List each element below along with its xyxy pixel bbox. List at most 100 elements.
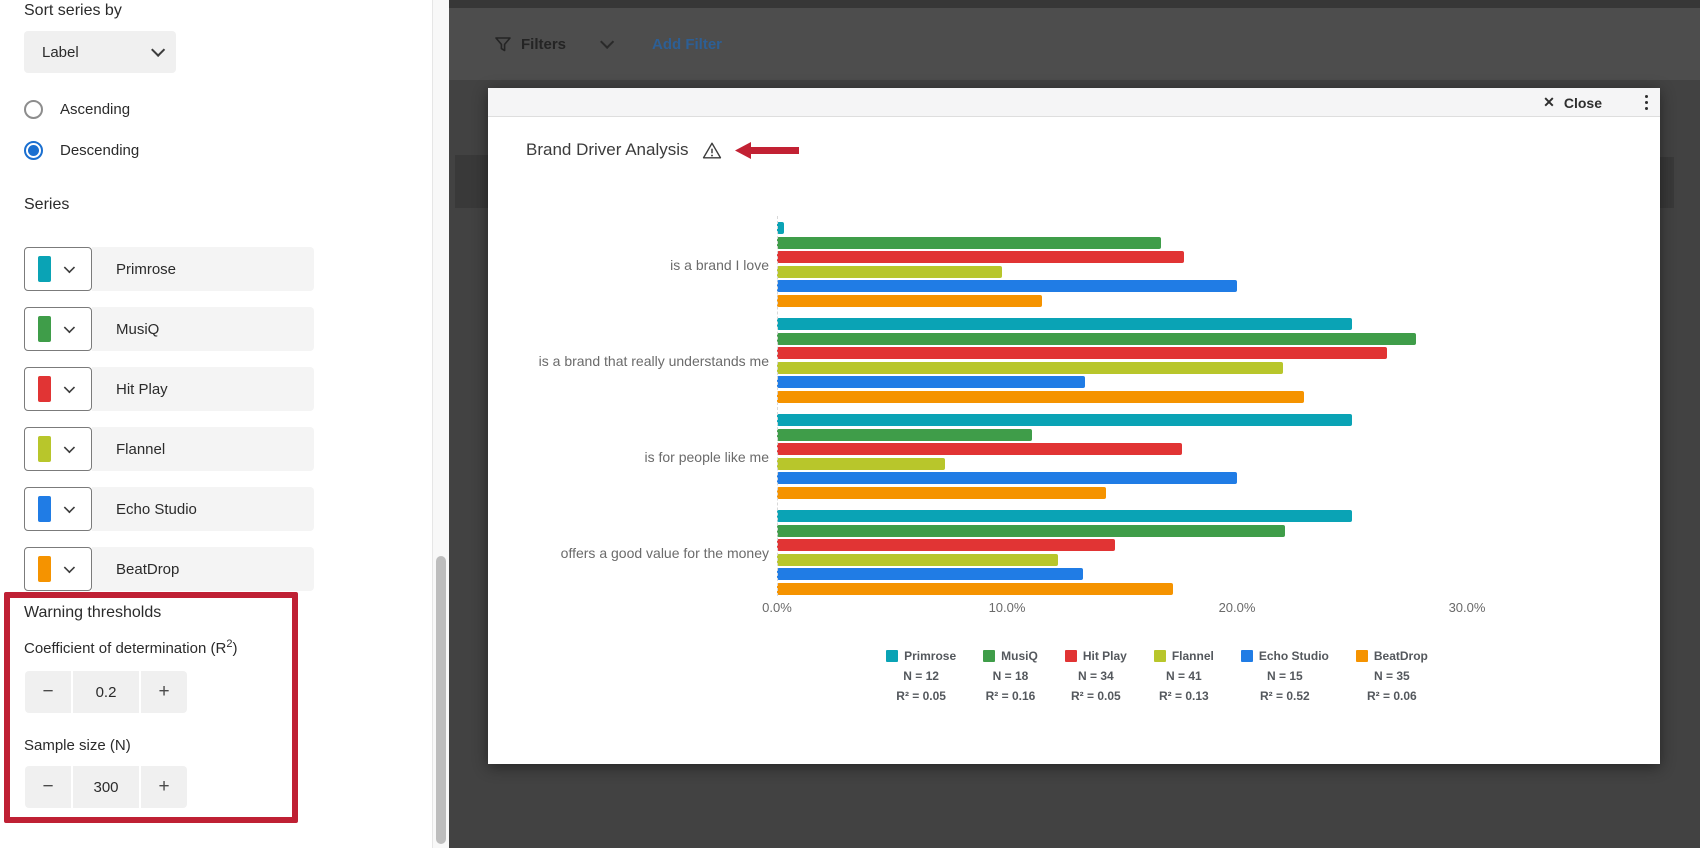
x-axis-tick-label: 10.0%: [988, 600, 1026, 615]
close-button-label: Close: [1563, 94, 1602, 111]
radio-ascending[interactable]: Ascending: [24, 100, 130, 119]
bar-musiq: [777, 428, 1033, 441]
bar-echo-studio: [777, 472, 1237, 485]
bar-flannel: [777, 553, 1058, 566]
color-swatch-icon: [38, 496, 51, 522]
sort-by-dropdown-value: Label: [42, 43, 79, 61]
color-swatch-icon: [38, 436, 51, 462]
bar-primrose: [777, 414, 1352, 426]
chart-legend: Primrose N = 12 R² = 0.05 MusiQ N = 18 R² = 0…: [777, 646, 1537, 706]
chart-axis-line: [777, 216, 778, 596]
legend-item: Flannel N = 41 R² = 0.13: [1153, 646, 1214, 706]
sidebar-scrollbar: [433, 0, 449, 848]
legend-swatch-icon: [886, 650, 899, 662]
dimmed-background-overlay: Filters Add Filter ✕ Close Brand Driver …: [449, 0, 1700, 848]
legend-sample-size: N = 35: [1374, 669, 1410, 683]
series-color-dropdown[interactable]: [24, 427, 92, 471]
bar-hit-play: [777, 347, 1387, 360]
radio-descending[interactable]: Descending: [24, 141, 139, 160]
legend-item: Primrose N = 12 R² = 0.05: [886, 646, 956, 706]
r2-threshold-value[interactable]: 0.2: [73, 671, 139, 713]
legend-sample-size: N = 18: [992, 669, 1029, 683]
series-row: MusiQ: [24, 307, 314, 351]
r2-decrement-button[interactable]: −: [25, 671, 71, 713]
n-increment-button[interactable]: +: [141, 766, 187, 808]
sample-size-label: Sample size (N): [24, 737, 131, 754]
legend-r-squared: R² = 0.05: [1070, 689, 1121, 703]
legend-item: Hit Play N = 34 R² = 0.05: [1064, 646, 1127, 706]
chart-category-group: is for people like me: [488, 414, 1660, 499]
legend-r-squared: R² = 0.52: [1260, 689, 1310, 703]
bar-beatdrop: [777, 582, 1173, 595]
widget-title: Brand Driver Analysis: [526, 140, 689, 159]
r2-increment-button[interactable]: +: [141, 671, 187, 713]
chevron-down-icon: [63, 381, 76, 394]
legend-swatch-icon: [1240, 650, 1253, 662]
legend-series-name: Primrose: [904, 649, 957, 663]
bar-echo-studio: [777, 280, 1237, 293]
legend-series-name: Echo Studio: [1258, 649, 1329, 663]
category-label: is for people like me: [644, 448, 769, 465]
scrollbar-thumb[interactable]: [436, 556, 446, 844]
legend-item: Echo Studio N = 15 R² = 0.52: [1240, 646, 1329, 706]
bar-echo-studio: [777, 376, 1086, 389]
warning-thresholds-heading: Warning thresholds: [24, 604, 162, 621]
legend-series-name: MusiQ: [1001, 649, 1038, 663]
close-button[interactable]: ✕ Close: [1543, 88, 1602, 117]
category-label: is a brand that really understands me: [538, 352, 769, 369]
kebab-menu-button[interactable]: [1645, 88, 1648, 117]
bar-primrose: [777, 318, 1352, 330]
r2-threshold-stepper: − 0.2 +: [25, 671, 187, 713]
legend-sample-size: N = 12: [903, 669, 939, 683]
dimmed-card-left: [455, 155, 490, 208]
series-heading: Series: [24, 196, 70, 213]
chart-category-group: is a brand I love: [488, 222, 1660, 307]
category-label: offers a good value for the money: [560, 544, 769, 561]
legend-sample-size: N = 34: [1077, 669, 1114, 683]
bar-echo-studio: [777, 568, 1083, 581]
legend-r-squared: R² = 0.16: [985, 689, 1036, 703]
radio-ascending-label: Ascending: [60, 101, 131, 118]
radio-selected-icon: [24, 141, 43, 160]
series-color-dropdown[interactable]: [24, 367, 92, 411]
legend-swatch-icon: [1064, 650, 1077, 662]
dimmed-top-strip: [449, 0, 1700, 8]
filters-button-label: Filters: [521, 35, 567, 53]
x-axis-ticks: 0.0% 10.0% 20.0% 30.0%: [762, 600, 1537, 618]
series-name-label: Primrose: [92, 247, 314, 291]
legend-series-name: Flannel: [1171, 649, 1214, 663]
series-name-label: BeatDrop: [92, 547, 314, 591]
bar-beatdrop: [777, 486, 1106, 499]
bar-primrose: [777, 222, 784, 234]
bar-musiq: [777, 524, 1286, 537]
sort-by-dropdown[interactable]: Label: [24, 31, 176, 73]
legend-r-squared: R² = 0.06: [1367, 689, 1417, 703]
add-filter-link[interactable]: Add Filter: [652, 35, 722, 53]
x-axis-tick-label: 0.0%: [762, 600, 792, 615]
chevron-down-icon: [600, 34, 615, 49]
bar-hit-play: [777, 251, 1185, 264]
radio-descending-label: Descending: [60, 142, 140, 159]
sample-size-stepper: − 300 +: [25, 766, 187, 808]
chevron-down-icon: [63, 441, 76, 454]
x-axis-tick-label: 20.0%: [1218, 600, 1256, 615]
series-color-dropdown[interactable]: [24, 247, 92, 291]
series-color-dropdown[interactable]: [24, 307, 92, 351]
kebab-icon: [1645, 95, 1648, 110]
dimmed-card-right: [1660, 157, 1674, 208]
radio-circle-icon: [24, 100, 43, 119]
bar-primrose: [777, 510, 1352, 522]
series-color-dropdown[interactable]: [24, 487, 92, 531]
sort-series-by-label: Sort series by: [24, 2, 122, 19]
filters-toolbar: Filters Add Filter: [449, 8, 1700, 80]
color-swatch-icon: [38, 316, 51, 342]
bar-beatdrop: [777, 294, 1042, 307]
series-row: Hit Play: [24, 367, 314, 411]
filters-button[interactable]: Filters: [495, 34, 615, 53]
chart-category-group: is a brand that really understands me: [488, 318, 1660, 403]
n-decrement-button[interactable]: −: [25, 766, 71, 808]
widget-preview-modal: ✕ Close Brand Driver Analysis is a brand…: [488, 88, 1660, 764]
sample-size-value[interactable]: 300: [73, 766, 139, 808]
series-color-dropdown[interactable]: [24, 547, 92, 591]
series-name-label: Hit Play: [92, 367, 314, 411]
